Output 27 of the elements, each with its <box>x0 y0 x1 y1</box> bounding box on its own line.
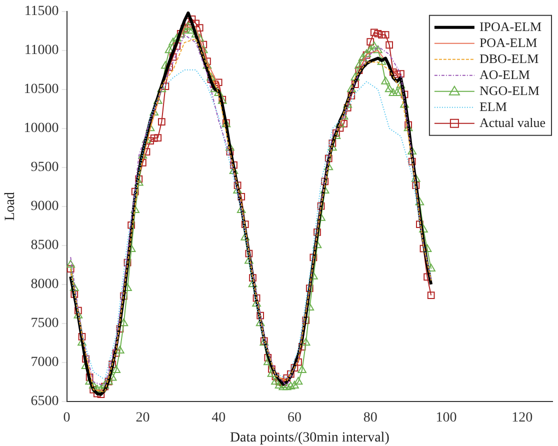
y-tick-label: 9000 <box>30 199 59 214</box>
y-tick-label: 10000 <box>24 121 59 136</box>
x-tick-label: 20 <box>136 410 150 426</box>
legend-label: NGO-ELM <box>479 82 540 98</box>
legend-label: Actual value <box>479 114 546 130</box>
x-axis-title: Data points/(30min interval) <box>230 430 390 446</box>
legend-label: IPOA-ELM <box>479 18 542 34</box>
y-tick-label: 11500 <box>24 4 59 20</box>
legend-label: AO-ELM <box>479 66 530 82</box>
x-tick-label: 100 <box>436 410 457 426</box>
x-tick-label: 80 <box>363 410 378 426</box>
y-tick-label: 8500 <box>30 238 59 254</box>
y-tick-label: 6500 <box>30 394 59 410</box>
y-tick-label: 7000 <box>30 355 59 370</box>
y-tick-label: 9500 <box>30 160 59 176</box>
legend-label: DBO-ELM <box>479 50 540 66</box>
x-tick-label: 120 <box>512 410 533 426</box>
y-tick-label: 11000 <box>24 43 59 58</box>
x-tick-label: 40 <box>212 410 226 426</box>
x-tick-label: 0 <box>63 410 70 426</box>
legend-label: POA-ELM <box>479 34 538 50</box>
x-tick-label: 60 <box>287 410 302 426</box>
y-tick-label: 10500 <box>24 82 59 98</box>
y-axis-title: Load <box>3 192 18 221</box>
y-tick-label: 8000 <box>30 277 59 292</box>
legend-label: ELM <box>479 98 508 114</box>
y-tick-label: 7500 <box>30 316 59 332</box>
